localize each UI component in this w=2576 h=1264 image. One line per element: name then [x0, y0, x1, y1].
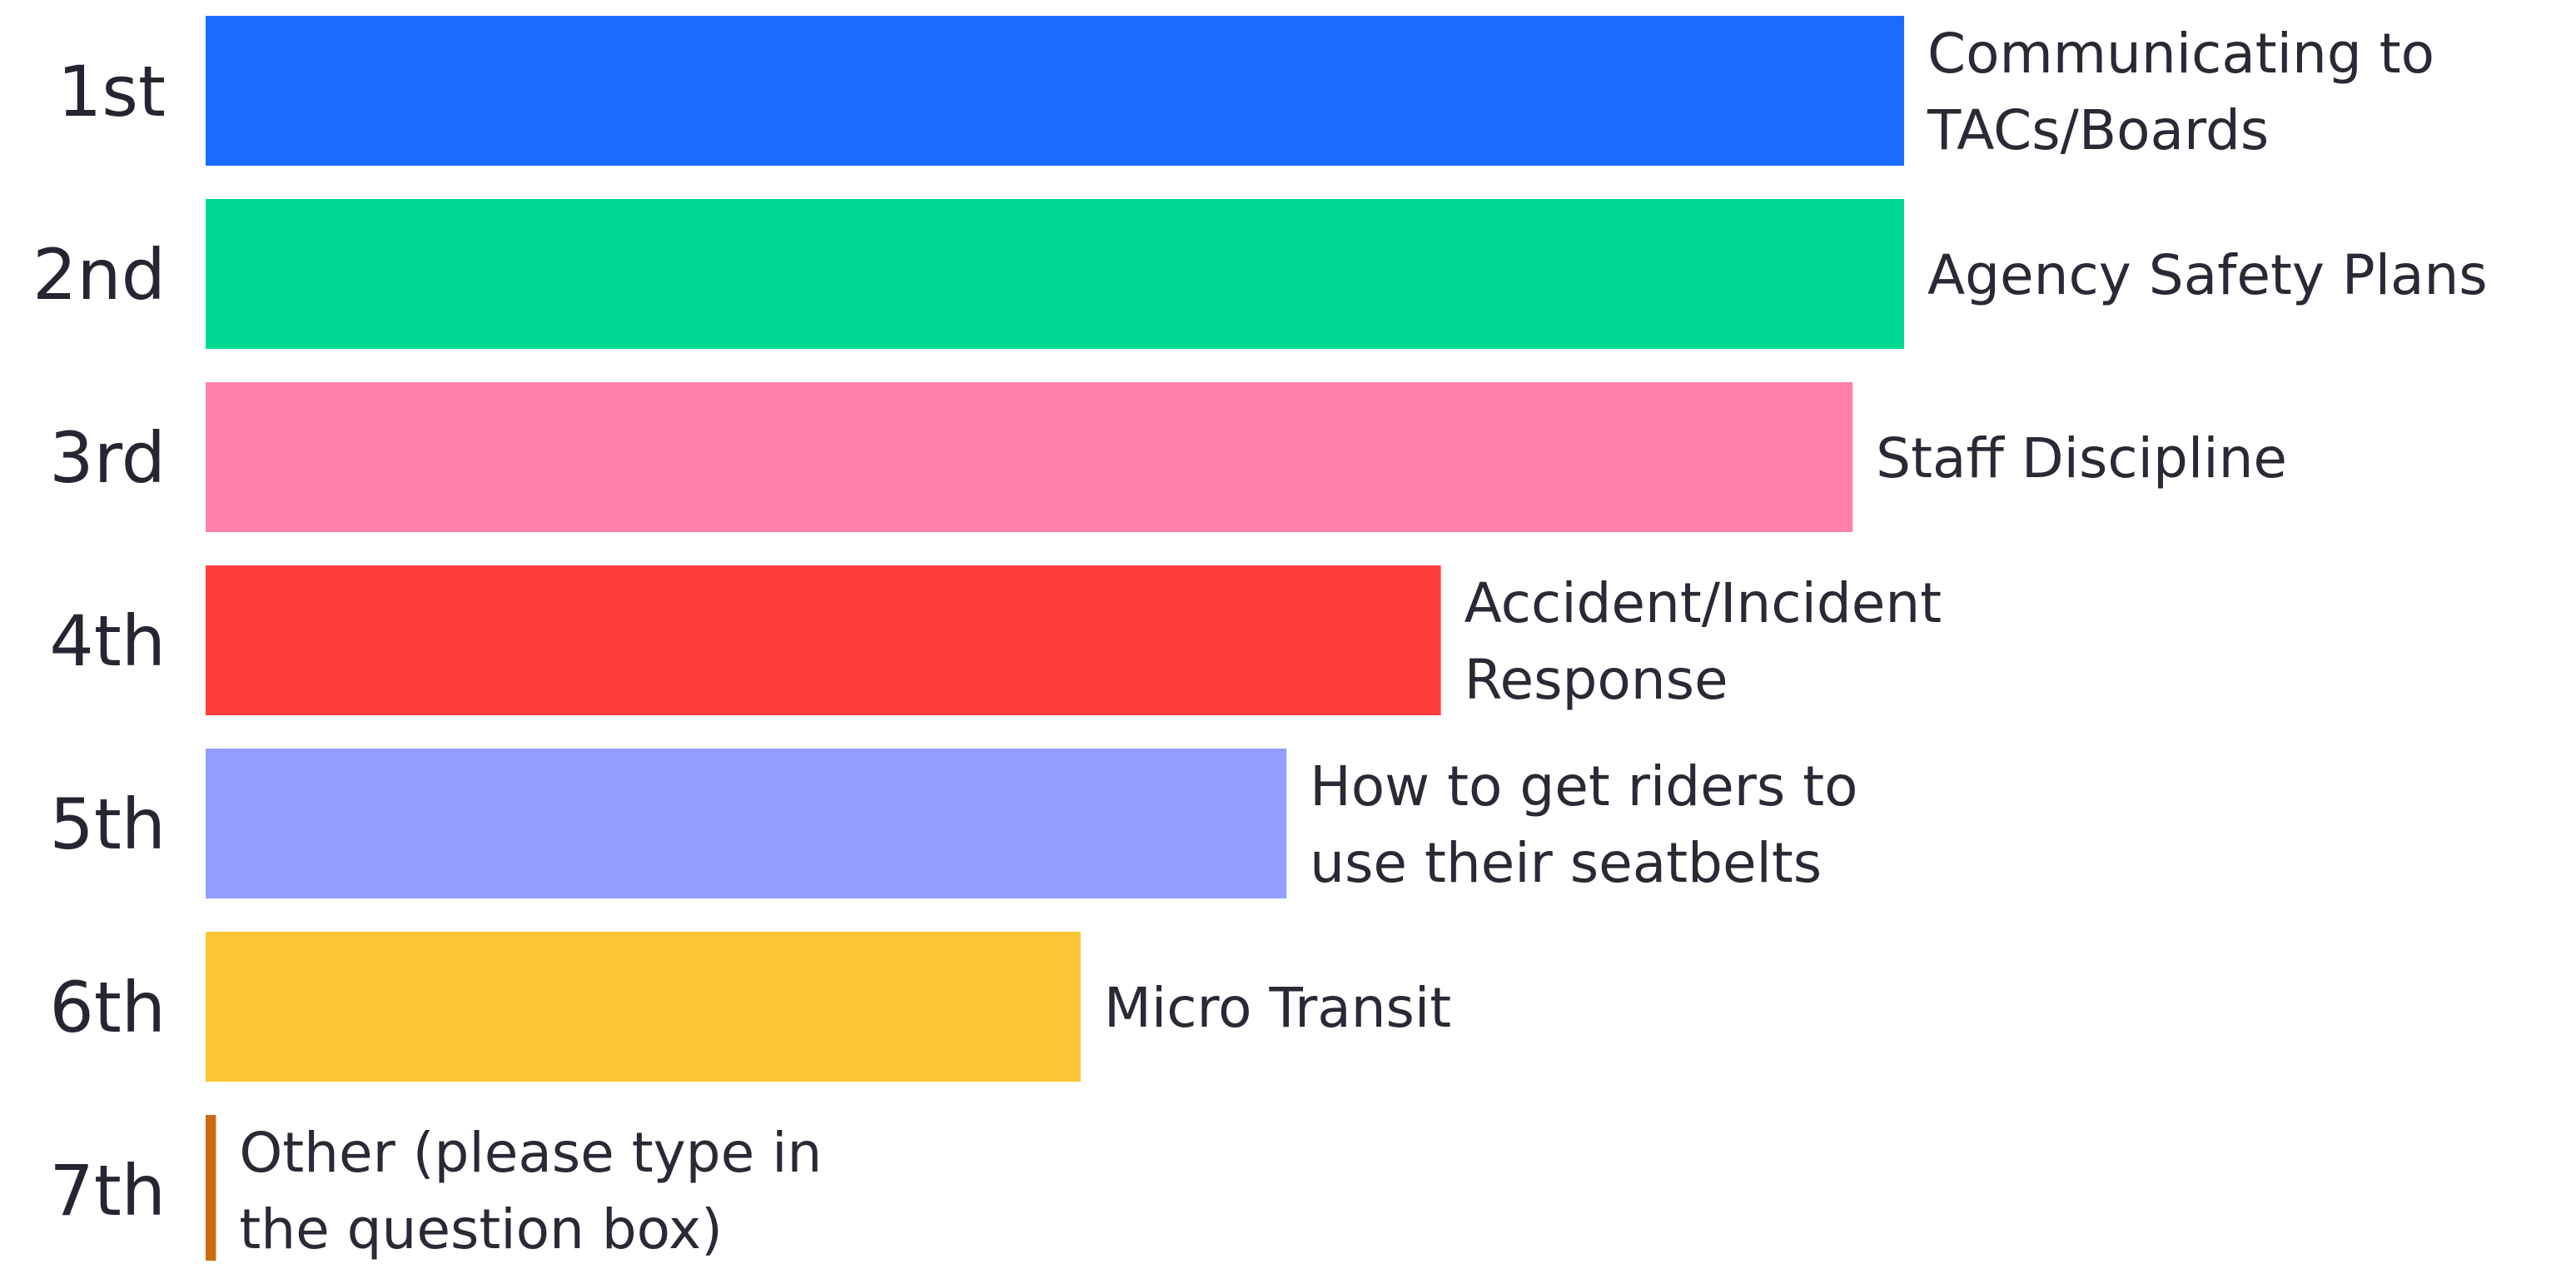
rank-label-4th: 4th: [49, 600, 166, 682]
bar-label-line: the question box): [239, 1197, 722, 1261]
bar-label-line: Response: [1465, 648, 1728, 712]
bar-label-line: Communicating to: [1927, 22, 2434, 86]
bar-label-line: TACs/Boards: [1927, 98, 2269, 162]
rank-label-2nd: 2nd: [32, 234, 166, 316]
rank-label-3rd: 3rd: [49, 417, 166, 499]
bar-label-4th: Accident/Incident Response: [1465, 571, 1942, 712]
bar-2nd: [206, 199, 1904, 349]
bar-label-3rd: Staff Discipline: [1876, 426, 2287, 490]
bar-6th: [206, 932, 1081, 1082]
bar-3rd: [206, 382, 1853, 532]
bar-5th: [206, 749, 1287, 898]
bar-4th: [206, 565, 1441, 715]
rank-label-6th: 6th: [49, 967, 166, 1048]
bar-label-2nd: Agency Safety Plans: [1927, 243, 2488, 307]
rank-label-5th: 5th: [49, 784, 166, 865]
bar-1st: [206, 16, 1904, 166]
bar-label-1st: Communicating to TACs/Boards: [1927, 22, 2434, 162]
bar-label-6th: Micro Transit: [1104, 976, 1451, 1040]
rank-label-1st: 1st: [57, 51, 166, 132]
bar-label-line: Accident/Incident: [1465, 571, 1942, 635]
bar-label-line: How to get riders to: [1310, 754, 1857, 819]
bar-label-5th: How to get riders to use their seatbelts: [1310, 754, 1857, 895]
bar-7th: [206, 1115, 216, 1264]
bar-label-line: Micro Transit: [1104, 976, 1451, 1040]
bar-label-line: Staff Discipline: [1876, 426, 2287, 490]
bar-label-line: Other (please type in: [239, 1121, 822, 1185]
bar-label-line: use their seatbelts: [1310, 831, 1822, 895]
bar-label-line: Agency Safety Plans: [1927, 243, 2488, 307]
rank-label-7th: 7th: [49, 1150, 166, 1232]
bar-label-7th: Other (please type in the question box): [239, 1121, 822, 1261]
